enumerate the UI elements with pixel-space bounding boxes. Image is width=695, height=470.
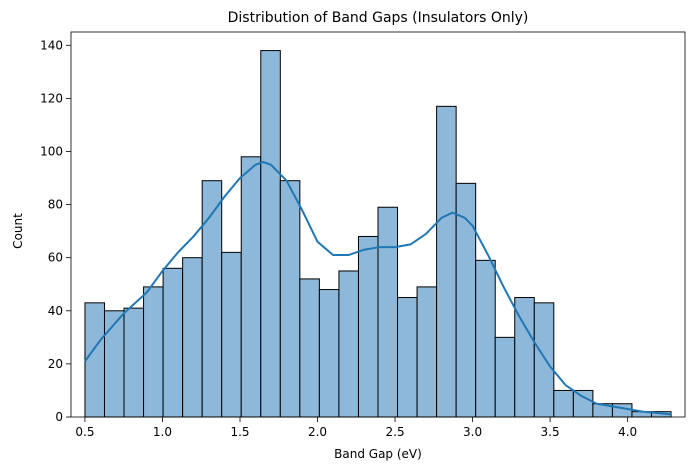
x-tick-label: 0.5 bbox=[75, 425, 94, 439]
histogram-bar bbox=[357, 235, 379, 418]
y-tick-label: 100 bbox=[40, 144, 63, 158]
histogram-bar bbox=[338, 270, 359, 418]
histogram-bar bbox=[299, 278, 320, 418]
y-tick-label: 80 bbox=[48, 198, 63, 212]
x-tick-label: 2.5 bbox=[386, 425, 405, 439]
histogram-bar bbox=[533, 302, 555, 418]
histogram-bar bbox=[611, 403, 633, 418]
histogram-bar bbox=[279, 180, 301, 418]
x-tick-label: 3.5 bbox=[541, 425, 560, 439]
histogram-bar bbox=[84, 302, 105, 418]
x-tick-label: 1.0 bbox=[153, 425, 172, 439]
y-axis-ticks: 0 20 40 60 80 100 120 140 bbox=[40, 38, 71, 424]
histogram-bar bbox=[416, 286, 438, 418]
y-tick-label: 40 bbox=[48, 304, 63, 318]
histogram-bar bbox=[143, 286, 164, 418]
histogram-bar bbox=[103, 310, 125, 418]
x-tick-label: 3.0 bbox=[463, 425, 482, 439]
y-tick-label: 0 bbox=[55, 410, 63, 424]
histogram-bar bbox=[436, 105, 457, 418]
x-axis-label: Band Gap (eV) bbox=[334, 447, 422, 461]
histogram-bar bbox=[572, 389, 594, 418]
x-tick-label: 1.5 bbox=[230, 425, 249, 439]
y-tick-label: 60 bbox=[48, 251, 63, 265]
y-tick-label: 20 bbox=[48, 357, 63, 371]
histogram-bar bbox=[318, 289, 340, 418]
kde-curve bbox=[84, 161, 672, 416]
histogram-bar bbox=[240, 156, 262, 418]
histogram-bar bbox=[221, 251, 242, 418]
histogram-bar bbox=[201, 180, 223, 418]
x-tick-label: 4.0 bbox=[618, 425, 637, 439]
histogram-bar bbox=[162, 267, 184, 418]
y-tick-label: 120 bbox=[40, 91, 63, 105]
histogram-bar bbox=[494, 336, 516, 418]
histogram-bar bbox=[397, 297, 418, 418]
bars-group bbox=[84, 50, 672, 418]
y-tick-label: 140 bbox=[40, 38, 63, 52]
histogram-bar bbox=[553, 389, 574, 418]
chart-title: Distribution of Band Gaps (Insulators On… bbox=[228, 10, 529, 26]
y-axis-label: Count bbox=[11, 213, 25, 249]
x-axis-ticks: 0.5 1.0 1.5 2.0 2.5 3.0 3.5 4.0 bbox=[75, 417, 637, 439]
axes-frame bbox=[70, 31, 686, 418]
histogram-bar bbox=[260, 50, 281, 418]
histogram-bar bbox=[182, 257, 203, 418]
histogram-bar bbox=[377, 206, 399, 418]
histogram-bar bbox=[475, 259, 496, 418]
histogram-bar bbox=[123, 307, 145, 418]
x-tick-label: 2.0 bbox=[308, 425, 327, 439]
